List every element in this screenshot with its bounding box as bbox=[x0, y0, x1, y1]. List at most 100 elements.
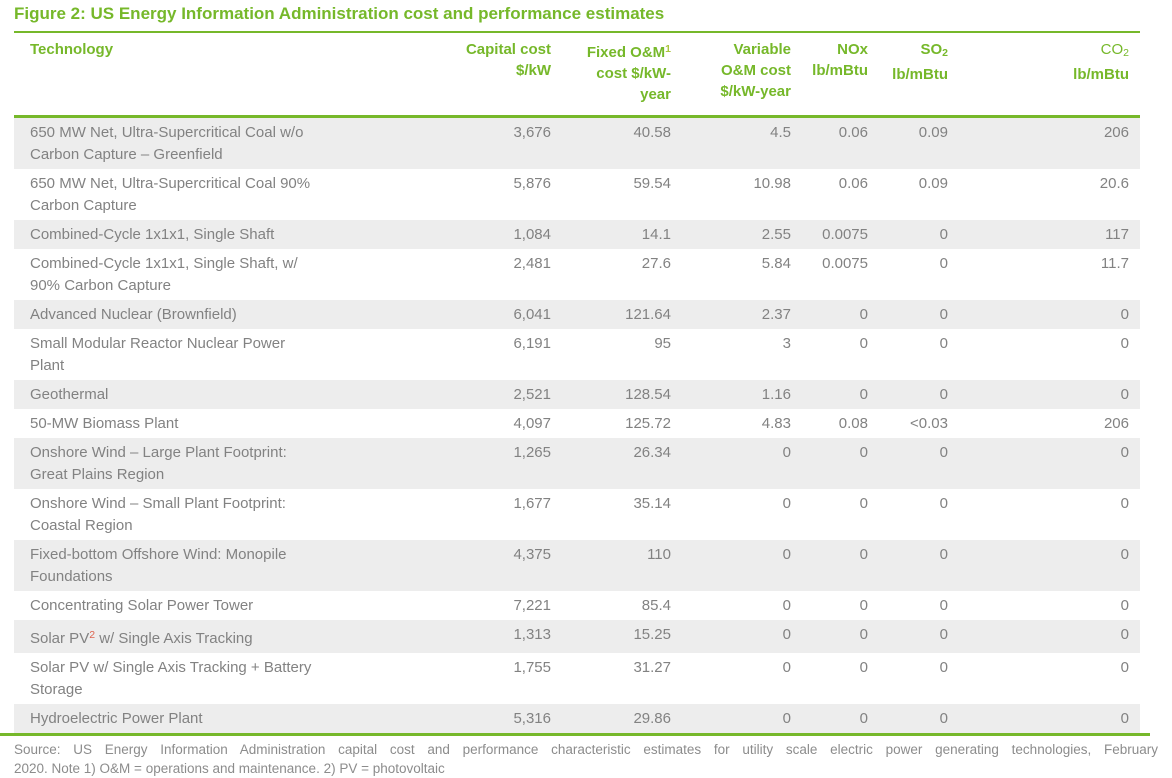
column-header-1: Capital cost $/kW bbox=[442, 32, 562, 118]
value-cell: 59.54 bbox=[633, 175, 671, 192]
value-cell: 0 bbox=[1120, 659, 1129, 676]
table-row: Onshore Wind – Large Plant Footprint: Gr… bbox=[14, 438, 1140, 489]
source-note-line1: Source: US Energy Information Administra… bbox=[14, 742, 1158, 757]
text-segment: Advanced Nuclear (Brownfield) bbox=[30, 306, 237, 323]
value-cell: 0 bbox=[802, 380, 879, 409]
value-cell: 1,755 bbox=[513, 659, 551, 676]
value-cell: 206 bbox=[1103, 415, 1129, 432]
value-cell: 20.6 bbox=[1099, 175, 1129, 192]
tech-label: Combined-Cycle 1x1x1, Single Shaft, w/ 9… bbox=[30, 253, 321, 297]
tech-cell: 650 MW Net, Ultra-Supercritical Coal w/o… bbox=[14, 116, 442, 169]
text-segment: 650 MW Net, Ultra-Supercritical Coal 90%… bbox=[30, 175, 311, 214]
value-cell: 85.4 bbox=[641, 597, 671, 614]
column-header-3: Variable O&M cost $/kW-year bbox=[682, 32, 802, 118]
tech-cell: Solar PV2 w/ Single Axis Tracking bbox=[14, 620, 442, 653]
value-cell: 95 bbox=[654, 335, 671, 352]
text-segment: NOx lb/mBtu bbox=[812, 41, 868, 79]
value-cell: 35.14 bbox=[633, 495, 671, 512]
value-cell: 125.72 bbox=[625, 415, 671, 432]
value-cell: 1,084 bbox=[442, 220, 562, 249]
column-header-label: NOx lb/mBtu bbox=[802, 39, 868, 81]
column-header-label: Technology bbox=[30, 39, 113, 60]
text-segment: Hydroelectric Power Plant bbox=[30, 710, 203, 727]
column-header-4: NOx lb/mBtu bbox=[802, 32, 879, 118]
value-cell: 7,221 bbox=[513, 597, 551, 614]
tech-label: 650 MW Net, Ultra-Supercritical Coal w/o… bbox=[30, 122, 321, 166]
value-cell: 4,375 bbox=[442, 540, 562, 591]
superscript-note-marker: 2 bbox=[89, 629, 96, 641]
value-cell: 0 bbox=[879, 620, 959, 653]
value-cell: 0 bbox=[859, 335, 868, 352]
tech-cell: Concentrating Solar Power Tower bbox=[14, 591, 442, 620]
tech-label: Onshore Wind – Large Plant Footprint: Gr… bbox=[30, 442, 321, 486]
value-cell: 121.64 bbox=[562, 300, 682, 329]
column-header-label: Variable O&M cost $/kW-year bbox=[706, 39, 791, 102]
text-segment: Solar PV bbox=[30, 630, 90, 647]
value-cell: 110 bbox=[562, 540, 682, 591]
value-cell: 0 bbox=[879, 704, 959, 733]
source-note: Source: US Energy Information Administra… bbox=[14, 740, 1158, 778]
tech-cell: Onshore Wind – Large Plant Footprint: Gr… bbox=[14, 438, 442, 489]
value-cell: 0 bbox=[802, 620, 879, 653]
value-cell: 0 bbox=[802, 438, 879, 489]
value-cell: 0 bbox=[959, 300, 1140, 329]
value-cell: 14.1 bbox=[562, 220, 682, 249]
table-row: Concentrating Solar Power Tower 7,221 85.4… bbox=[14, 591, 1140, 620]
text-segment: Onshore Wind – Large Plant Footprint: Gr… bbox=[30, 444, 287, 483]
text-segment: Geothermal bbox=[30, 386, 109, 403]
table-row: 650 MW Net, Ultra-Supercritical Coal w/o… bbox=[14, 116, 1140, 169]
value-cell: 0 bbox=[959, 704, 1140, 733]
value-cell: 0 bbox=[959, 438, 1140, 489]
tech-cell: Hydroelectric Power Plant bbox=[14, 704, 442, 733]
tech-label: Hydroelectric Power Plant bbox=[30, 708, 321, 730]
tech-cell: Advanced Nuclear (Brownfield) bbox=[14, 300, 442, 329]
value-cell: 0 bbox=[879, 220, 959, 249]
value-cell: 0 bbox=[879, 300, 959, 329]
value-cell: 1,677 bbox=[513, 495, 551, 512]
value-cell: 0 bbox=[859, 597, 868, 614]
tech-label: Solar PV w/ Single Axis Tracking + Batte… bbox=[30, 657, 321, 701]
table-row: Onshore Wind – Small Plant Footprint: Co… bbox=[14, 489, 1140, 540]
value-cell: 0.06 bbox=[838, 175, 868, 192]
text-segment: cost $/kW-year bbox=[596, 65, 671, 103]
table-wrapper: Technology Capital cost $/kW Fixed O&M1 co… bbox=[14, 31, 1140, 733]
table-row: Hydroelectric Power Plant 5,316 29.86 0 0 0 0 bbox=[14, 704, 1140, 733]
value-cell: 0 bbox=[802, 300, 879, 329]
tech-cell: Combined-Cycle 1x1x1, Single Shaft bbox=[14, 220, 442, 249]
column-header-label: Capital cost $/kW bbox=[461, 39, 551, 81]
value-cell: 0 bbox=[859, 659, 868, 676]
table-row: Combined-Cycle 1x1x1, Single Shaft 1,084 1… bbox=[14, 220, 1140, 249]
report-figure-page: Figure 2: US Energy Information Administ… bbox=[0, 3, 1172, 776]
tech-cell: Small Modular Reactor Nuclear Power Plan… bbox=[14, 329, 442, 380]
value-cell: 3,676 bbox=[442, 116, 562, 169]
table-row: Small Modular Reactor Nuclear Power Plan… bbox=[14, 329, 1140, 380]
value-cell: 0.09 bbox=[918, 175, 948, 192]
text-segment: 50-MW Biomass Plant bbox=[30, 415, 179, 432]
value-cell: 11.7 bbox=[1100, 255, 1129, 272]
value-cell: 0 bbox=[879, 540, 959, 591]
text-segment: Combined-Cycle 1x1x1, Single Shaft bbox=[30, 226, 275, 243]
value-cell: 10.98 bbox=[753, 175, 791, 192]
value-cell: 0 bbox=[782, 659, 791, 676]
subscript-2: 2 bbox=[1123, 47, 1129, 59]
value-cell: 0 bbox=[939, 597, 948, 614]
tech-cell: Fixed-bottom Offshore Wind: Monopile Fou… bbox=[14, 540, 442, 591]
value-cell: 2,521 bbox=[442, 380, 562, 409]
text-segment: Fixed O&M bbox=[586, 44, 666, 61]
text-segment: Technology bbox=[30, 41, 114, 58]
value-cell: 6,041 bbox=[442, 300, 562, 329]
value-cell: 15.25 bbox=[562, 620, 682, 653]
value-cell: 1,265 bbox=[442, 438, 562, 489]
column-header-5: SO2 lb/mBtu bbox=[879, 32, 959, 118]
tech-label: Fixed-bottom Offshore Wind: Monopile Fou… bbox=[30, 544, 321, 588]
value-cell: 0 bbox=[782, 495, 791, 512]
value-cell: 0.08 bbox=[838, 415, 868, 432]
text-segment: Variable O&M cost $/kW-year bbox=[720, 41, 791, 100]
value-cell: 5,876 bbox=[513, 175, 551, 192]
value-cell: 5,316 bbox=[442, 704, 562, 733]
value-cell: 2.55 bbox=[682, 220, 802, 249]
value-cell: 2,481 bbox=[513, 255, 551, 272]
value-cell: 0 bbox=[939, 659, 948, 676]
table-row: 650 MW Net, Ultra-Supercritical Coal 90%… bbox=[14, 169, 1140, 220]
text-segment: lb/mBtu bbox=[892, 66, 948, 83]
